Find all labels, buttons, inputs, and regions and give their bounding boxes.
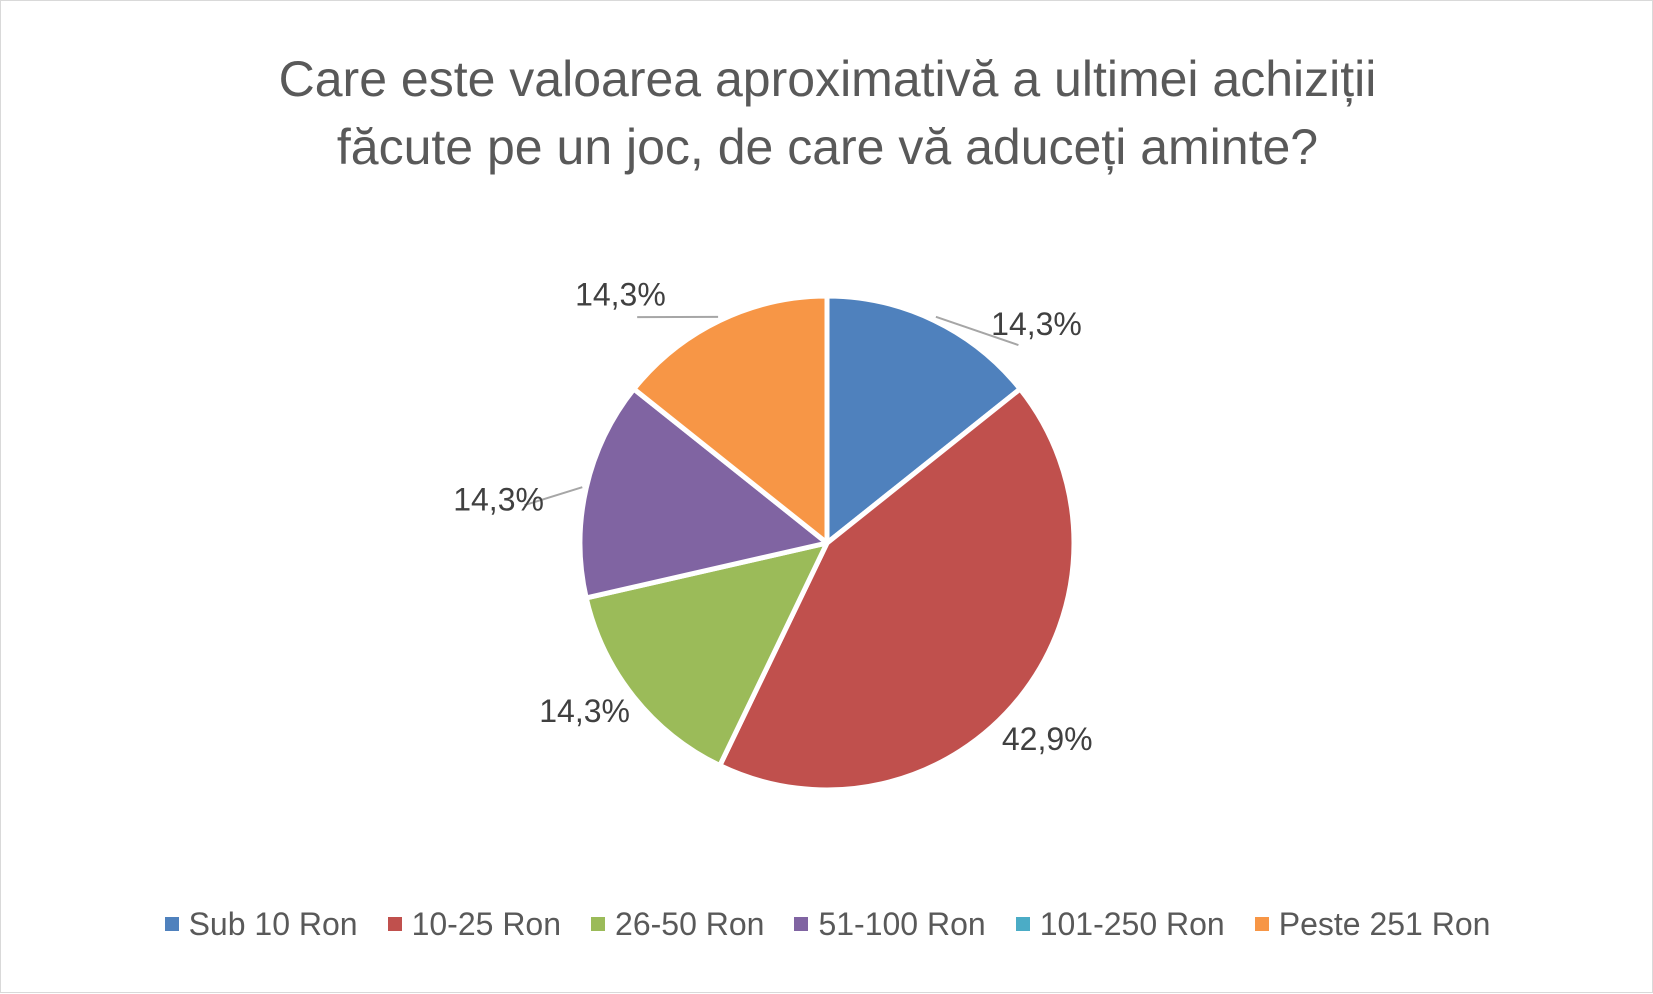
data-label-10-25-ron: 42,9% [1002, 721, 1093, 757]
legend-item-51-100-ron: 51-100 Ron [794, 906, 985, 943]
legend: Sub 10 Ron 10-25 Ron 26-50 Ron 51-100 Ron 10… [1, 899, 1653, 949]
pie-slices [580, 296, 1074, 790]
legend-swatch-peste-251-ron [1255, 917, 1269, 931]
legend-item-sub-10-ron: Sub 10 Ron [165, 906, 358, 943]
legend-label-51-100-ron: 51-100 Ron [818, 906, 985, 943]
legend-swatch-26-50-ron [591, 917, 605, 931]
legend-swatch-101-250-ron [1016, 917, 1030, 931]
legend-item-26-50-ron: 26-50 Ron [591, 906, 764, 943]
legend-label-sub-10-ron: Sub 10 Ron [189, 906, 358, 943]
data-label-26-50-ron: 14,3% [539, 693, 630, 729]
legend-item-101-250-ron: 101-250 Ron [1016, 906, 1225, 943]
legend-swatch-51-100-ron [794, 917, 808, 931]
legend-swatch-sub-10-ron [165, 917, 179, 931]
legend-item-peste-251-ron: Peste 251 Ron [1255, 906, 1491, 943]
legend-label-peste-251-ron: Peste 251 Ron [1279, 906, 1491, 943]
legend-item-10-25-ron: 10-25 Ron [388, 906, 561, 943]
legend-swatch-10-25-ron [388, 917, 402, 931]
data-label-peste-251-ron: 14,3% [575, 277, 666, 313]
legend-label-101-250-ron: 101-250 Ron [1040, 906, 1225, 943]
data-label-sub-10-ron: 14,3% [991, 306, 1082, 342]
data-label-51-100-ron: 14,3% [453, 481, 544, 517]
legend-label-26-50-ron: 26-50 Ron [615, 906, 764, 943]
legend-label-10-25-ron: 10-25 Ron [412, 906, 561, 943]
